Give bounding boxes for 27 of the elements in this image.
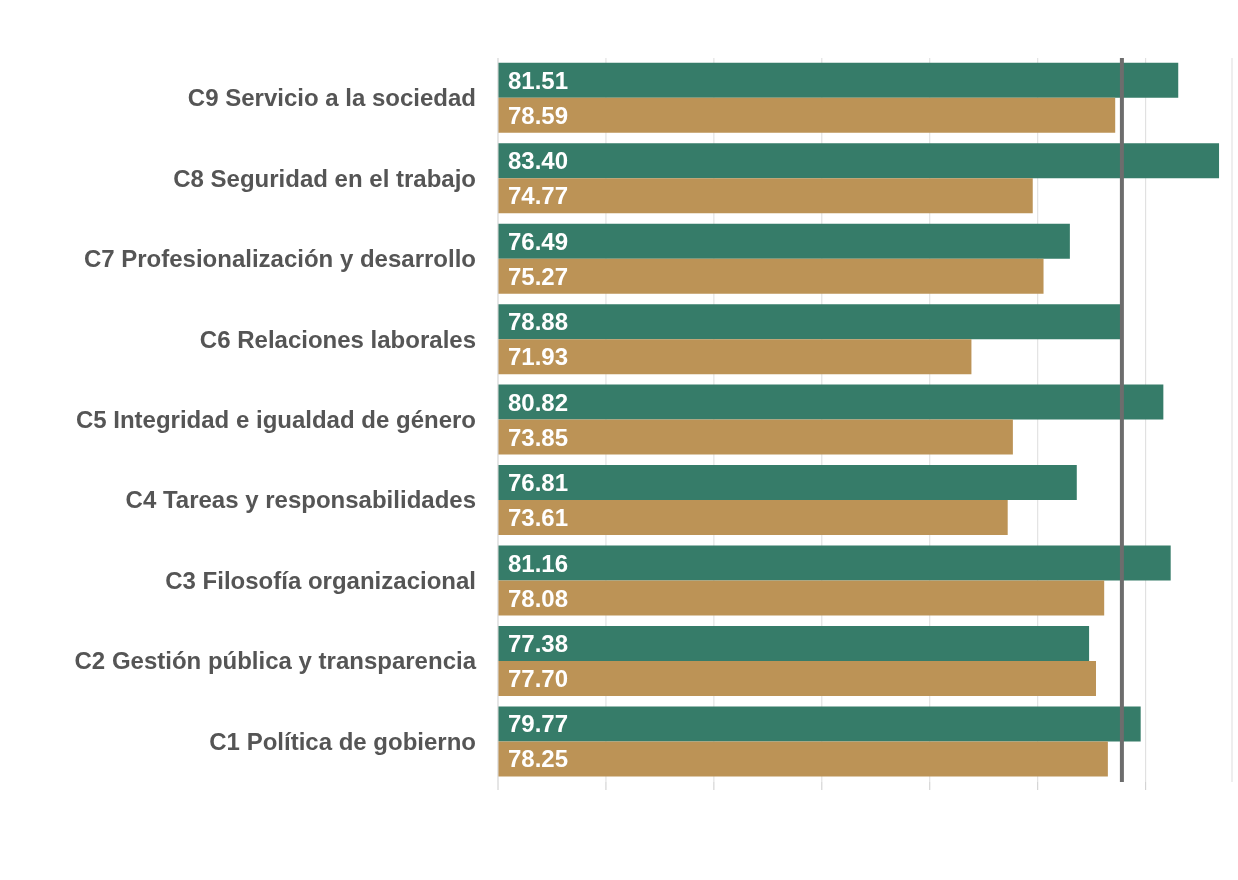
data-label: 79.77 — [508, 710, 569, 738]
data-label: 81.16 — [508, 549, 569, 577]
data-label: 78.88 — [508, 308, 569, 336]
data-label: 78.25 — [508, 745, 569, 773]
y-tick-label: C4 Tareas y responsabilidades — [125, 486, 476, 514]
data-label: 73.85 — [508, 423, 569, 451]
data-label: 77.38 — [508, 629, 569, 657]
y-tick-label: C5 Integridad e igualdad de género — [75, 406, 476, 433]
data-label: 73.61 — [508, 504, 569, 532]
y-tick-label: C3 Filosofía organizacional — [165, 566, 476, 594]
data-label: 77.70 — [508, 664, 569, 692]
y-tick-label: C7 Profesionalización y desarrollo — [83, 245, 476, 273]
data-label: 83.40 — [508, 147, 569, 175]
data-label: 76.81 — [508, 469, 569, 497]
data-label: 76.49 — [508, 227, 569, 255]
data-label: 78.59 — [508, 101, 569, 129]
data-label: 78.08 — [508, 584, 569, 612]
y-tick-label: C9 Servicio a la sociedad — [187, 84, 476, 112]
data-label: 74.77 — [508, 182, 569, 210]
y-tick-label: C6 Relaciones laborales — [199, 325, 476, 353]
data-label: 71.93 — [508, 343, 569, 371]
data-label: 80.82 — [508, 388, 569, 416]
y-tick-label: C2 Gestión pública y transparencia — [74, 647, 477, 675]
y-tick-label: C8 Seguridad en el trabajo — [173, 164, 476, 192]
data-label: 81.51 — [508, 66, 569, 94]
data-label: 75.27 — [508, 262, 569, 290]
y-tick-label: C1 Política de gobierno — [209, 727, 476, 755]
